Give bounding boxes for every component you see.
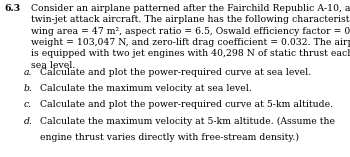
Text: engine thrust varies directly with free-stream density.): engine thrust varies directly with free-…	[40, 133, 299, 142]
Text: twin-jet attack aircraft. The airplane has the following characteristics:: twin-jet attack aircraft. The airplane h…	[31, 15, 350, 24]
Text: sea level.: sea level.	[31, 61, 75, 70]
Text: Calculate and plot the power-required curve at sea level.: Calculate and plot the power-required cu…	[40, 68, 312, 76]
Text: weight = 103,047 N, and zero-lift drag coefficient = 0.032. The airplane: weight = 103,047 N, and zero-lift drag c…	[31, 38, 350, 47]
Text: Calculate and plot the power-required curve at 5-km altitude.: Calculate and plot the power-required cu…	[40, 100, 333, 109]
Text: c.: c.	[24, 100, 32, 109]
Text: Consider an airplane patterned after the Fairchild Republic A-10, a: Consider an airplane patterned after the…	[31, 4, 350, 13]
Text: b.: b.	[24, 84, 33, 93]
Text: a.: a.	[24, 68, 32, 76]
Text: 6.3: 6.3	[4, 4, 20, 13]
Text: Calculate the maximum velocity at sea level.: Calculate the maximum velocity at sea le…	[40, 84, 252, 93]
Text: is equipped with two jet engines with 40,298 N of static thrust each at: is equipped with two jet engines with 40…	[31, 49, 350, 58]
Text: Calculate the maximum velocity at 5-km altitude. (Assume the: Calculate the maximum velocity at 5-km a…	[40, 117, 335, 126]
Text: d.: d.	[24, 117, 33, 126]
Text: wing area = 47 m², aspect ratio = 6.5, Oswald efficiency factor = 0.87,: wing area = 47 m², aspect ratio = 6.5, O…	[31, 27, 350, 36]
